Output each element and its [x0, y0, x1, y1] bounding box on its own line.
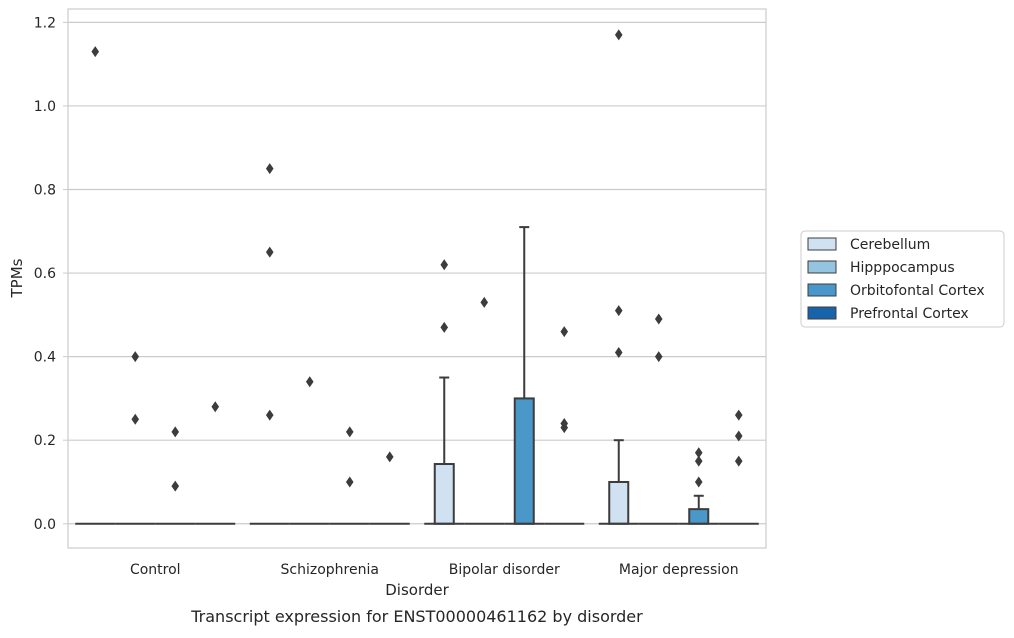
box-orbitofontal-cortex	[678, 447, 719, 525]
box-orbitofontal-cortex	[504, 226, 545, 525]
outlier-point	[560, 326, 569, 338]
outlier-point	[654, 351, 663, 363]
y-axis: 0.0 0.2 0.4 0.6 0.8 1.0 1.2	[34, 15, 68, 533]
outlier-point	[345, 426, 354, 438]
box-iqr	[688, 508, 710, 525]
box-prefrontal-cortex	[369, 451, 410, 525]
y-tick-label: 0.8	[34, 183, 56, 199]
category-group	[424, 226, 585, 525]
box-cerebellum	[75, 46, 116, 525]
box-iqr	[513, 397, 535, 525]
box-iqr	[433, 463, 455, 525]
category-group	[598, 29, 759, 525]
outlier-point	[560, 422, 569, 434]
x-axis-label: Disorder	[385, 581, 449, 599]
outlier-point	[440, 259, 449, 271]
x-axis: Control Schizophrenia Bipolar disorder Majo…	[130, 562, 739, 578]
legend-label: Hipppocampus	[850, 260, 955, 276]
box-hipppocampus	[638, 313, 679, 525]
outlier-point	[734, 409, 743, 421]
outlier-point	[171, 480, 180, 492]
x-tick-label: Major depression	[619, 562, 739, 578]
outlier-point	[265, 163, 274, 175]
outlier-point	[211, 401, 220, 413]
y-tick-label: 0.4	[34, 350, 56, 366]
legend-items: Cerebellum Hipppocampus Orbitofontal Corte…	[807, 237, 985, 322]
legend-swatch	[807, 283, 837, 297]
legend: Cerebellum Hipppocampus Orbitofontal Corte…	[800, 230, 1005, 328]
box-hipppocampus	[115, 351, 156, 525]
outlier-point	[91, 46, 100, 58]
outlier-point	[734, 455, 743, 467]
outlier-point	[305, 376, 314, 388]
box-hipppocampus	[289, 376, 330, 525]
outlier-point	[131, 351, 140, 363]
plot-area	[75, 29, 759, 525]
outlier-point	[694, 476, 703, 488]
outlier-point	[440, 321, 449, 333]
y-tick-label: 0.2	[34, 433, 56, 449]
outlier-point	[654, 313, 663, 325]
legend-swatch	[807, 306, 837, 320]
plot-frame	[67, 8, 767, 549]
outlier-point	[614, 305, 623, 317]
outlier-point	[480, 296, 489, 308]
outlier-point	[131, 413, 140, 425]
y-tick-label: 1.0	[34, 99, 56, 115]
x-tick-label: Schizophrenia	[281, 562, 379, 578]
box-prefrontal-cortex	[544, 326, 585, 525]
legend-swatch	[807, 237, 837, 251]
y-tick-label: 0.0	[34, 517, 56, 533]
box-prefrontal-cortex	[195, 401, 236, 525]
box-cerebellum	[424, 259, 465, 525]
outlier-point	[171, 426, 180, 438]
outlier-point	[614, 346, 623, 358]
category-group	[75, 46, 236, 525]
legend-swatch	[807, 260, 837, 274]
x-tick-label: Control	[130, 562, 181, 578]
legend-frame	[800, 230, 1005, 328]
y-tick-label: 1.2	[34, 15, 56, 31]
outlier-point	[265, 409, 274, 421]
y-axis-label: TPMs	[8, 258, 26, 298]
outlier-point	[345, 476, 354, 488]
outlier-point	[734, 430, 743, 442]
legend-label: Orbitofontal Cortex	[850, 283, 985, 299]
outlier-point	[385, 451, 394, 463]
x-tick-label: Bipolar disorder	[449, 562, 560, 578]
y-tick-label: 0.6	[34, 266, 56, 282]
box-cerebellum	[598, 29, 639, 525]
chart-caption: Transcript expression for ENST0000046116…	[190, 607, 643, 626]
category-group	[249, 163, 410, 525]
legend-label: Prefrontal Cortex	[850, 306, 969, 322]
box-orbitofontal-cortex	[155, 426, 196, 525]
box-iqr	[608, 480, 630, 525]
box-prefrontal-cortex	[718, 409, 759, 525]
outlier-point	[694, 455, 703, 467]
outlier-point	[265, 246, 274, 258]
legend-label: Cerebellum	[850, 237, 930, 253]
gridlines	[68, 21, 766, 525]
box-cerebellum	[249, 163, 290, 525]
outlier-point	[614, 29, 623, 41]
outlier-point	[694, 447, 703, 459]
box-hipppocampus	[464, 296, 505, 525]
box-orbitofontal-cortex	[329, 426, 370, 525]
